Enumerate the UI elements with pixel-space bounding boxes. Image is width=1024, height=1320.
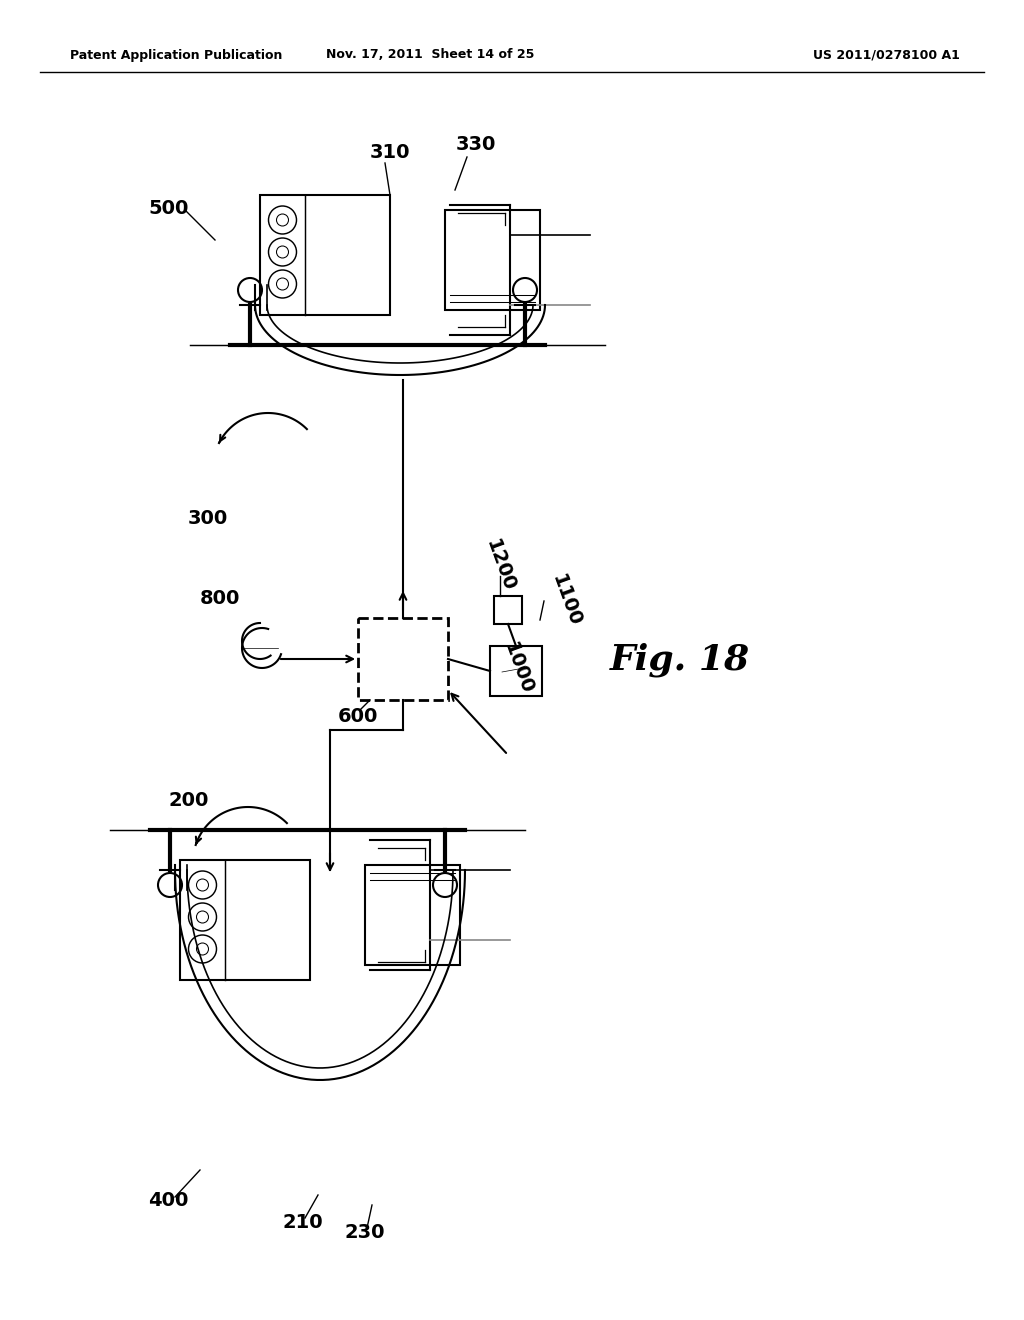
Bar	[358, 618, 449, 700]
Text: Fig. 18: Fig. 18	[610, 643, 751, 677]
Bar	[494, 597, 522, 624]
Bar	[445, 210, 540, 310]
Text: 300: 300	[188, 508, 228, 528]
Bar	[490, 645, 542, 696]
Text: 800: 800	[200, 589, 241, 607]
Bar	[365, 865, 460, 965]
Bar	[180, 861, 310, 979]
Text: 500: 500	[148, 198, 188, 218]
Text: 1100: 1100	[548, 572, 585, 628]
Text: 230: 230	[345, 1224, 385, 1242]
Text: Nov. 17, 2011  Sheet 14 of 25: Nov. 17, 2011 Sheet 14 of 25	[326, 49, 535, 62]
Text: 210: 210	[283, 1213, 324, 1232]
Text: 600: 600	[338, 708, 379, 726]
Text: 200: 200	[168, 791, 208, 809]
Text: 400: 400	[148, 1191, 188, 1209]
Text: 330: 330	[456, 136, 497, 154]
Text: 1000: 1000	[500, 639, 537, 697]
Text: 1200: 1200	[482, 536, 518, 594]
Text: US 2011/0278100 A1: US 2011/0278100 A1	[813, 49, 961, 62]
Bar	[260, 195, 390, 315]
Text: Patent Application Publication: Patent Application Publication	[70, 49, 283, 62]
Text: 310: 310	[370, 143, 411, 161]
